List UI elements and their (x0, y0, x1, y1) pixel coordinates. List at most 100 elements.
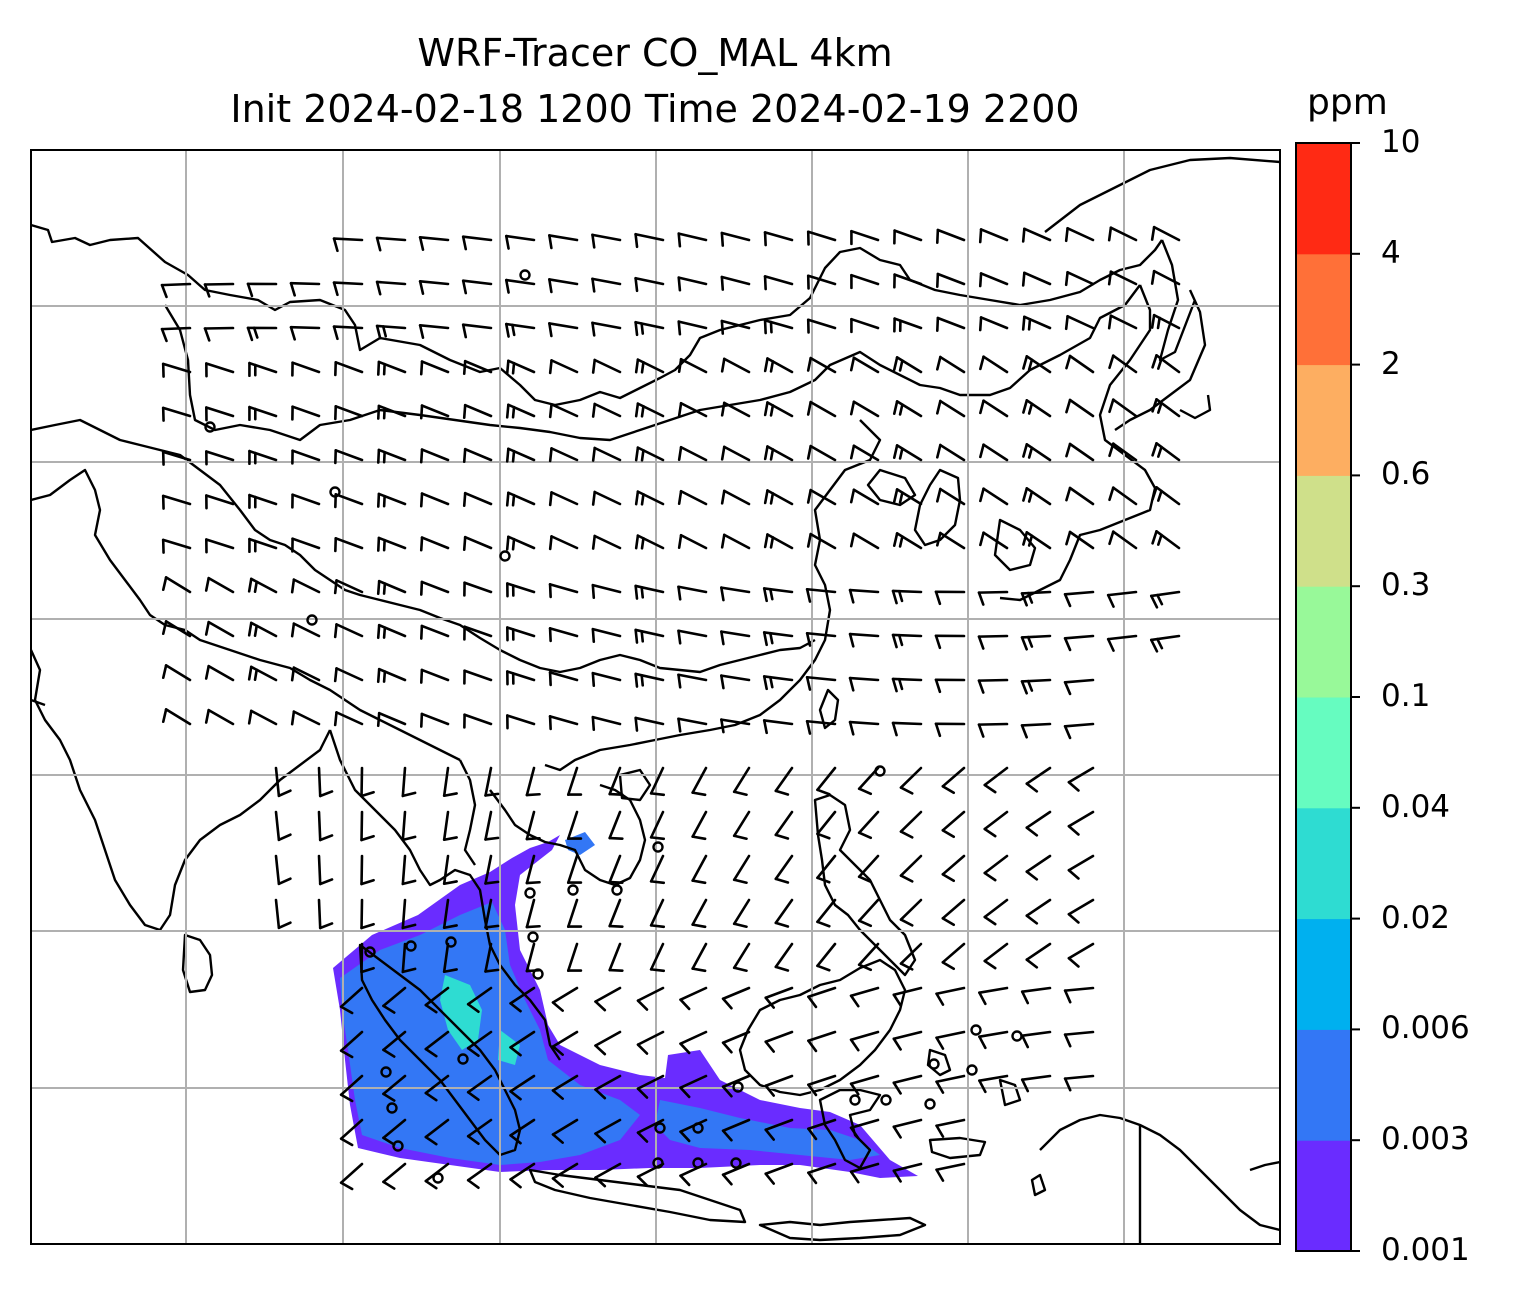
wind-barb-10 (763, 231, 794, 247)
wind-barb-158 (936, 487, 966, 506)
wind-barb-36 (850, 273, 880, 290)
wind-barb-460 (892, 1162, 923, 1183)
wind-barb-261 (290, 710, 321, 726)
wind-barb-54 (591, 321, 622, 337)
map-area (31, 150, 1280, 1244)
wind-barb-435 (466, 1118, 493, 1145)
wind-barb-183 (979, 531, 1009, 550)
wind-barb-424 (764, 1074, 794, 1097)
wind-barb-52 (504, 322, 536, 338)
wind-barb-373 (899, 942, 923, 971)
wind-barb-190 (247, 577, 278, 594)
wind-barb-156 (849, 488, 880, 506)
wind-barb-258 (161, 708, 192, 726)
wind-barb-310 (691, 810, 708, 841)
wind-barb-459 (849, 1162, 880, 1184)
wind-barb-155 (806, 488, 837, 506)
wind-barb-277 (977, 722, 1009, 738)
wind-barb-377 (1067, 942, 1095, 968)
coastline-0 (31, 223, 1163, 407)
wind-barb-66 (1107, 314, 1138, 330)
wind-barb-35 (806, 274, 837, 290)
wind-barb-259 (204, 708, 235, 726)
wind-barb-221 (548, 627, 579, 643)
wind-barb-329 (649, 854, 666, 885)
wind-barb-84 (849, 356, 880, 374)
wind-barb-283 (401, 766, 417, 798)
wind-barb-415 (382, 1074, 407, 1102)
wind-barb-176 (677, 533, 708, 550)
wind-barb-445 (892, 1118, 923, 1139)
wind-barb-206 (934, 590, 966, 606)
wind-barb-384 (594, 986, 622, 1012)
calm-wind-circle-10 (527, 931, 539, 943)
wind-barb-46 (246, 326, 278, 342)
wind-barb-85 (892, 356, 923, 374)
wind-barb-137 (1065, 442, 1095, 462)
wind-barb-207 (977, 590, 1009, 606)
calm-wind-circle-5 (874, 765, 886, 777)
wind-barb-311 (732, 810, 751, 841)
wind-barb-217 (376, 623, 407, 640)
wind-barb-457 (764, 1162, 794, 1185)
wind-barb-352 (774, 898, 794, 928)
wind-barb-182 (936, 531, 966, 550)
wind-barb-89 (1065, 354, 1095, 374)
wind-barb-271 (720, 718, 751, 734)
wind-barb-220 (506, 626, 536, 642)
wind-barb-273 (805, 719, 837, 735)
wind-barb-420 (594, 1074, 622, 1100)
wind-barb-203 (805, 587, 837, 603)
calm-wind-circle-21 (386, 1102, 398, 1114)
wind-barb-245 (548, 671, 579, 687)
wind-barb-325 (484, 854, 500, 885)
wind-barb-342 (360, 898, 375, 930)
wind-barb-232 (1020, 634, 1052, 651)
wind-barb-260 (247, 709, 278, 726)
wind-barb-242 (419, 668, 450, 684)
wind-barb-149 (548, 491, 579, 507)
wind-barb-417 (466, 1074, 493, 1101)
colorbar-tick-label-3: 0.02 (1381, 899, 1451, 936)
wind-barb-252 (848, 676, 880, 692)
wind-barb-63 (978, 316, 1009, 332)
wind-barb-83 (806, 356, 837, 374)
wind-barb-219 (463, 625, 493, 641)
wind-barb-165 (205, 538, 235, 554)
wind-barb-72 (334, 361, 364, 377)
wind-barb-26 (418, 280, 450, 295)
wind-barb-25 (375, 280, 407, 296)
wind-barb-94 (248, 405, 278, 422)
wind-barb-118 (248, 449, 278, 466)
wind-barb-276 (934, 722, 966, 738)
wind-barb-319 (1067, 810, 1095, 836)
wind-barb-178 (763, 533, 794, 550)
wind-barb-9 (720, 231, 751, 247)
wind-barb-368 (691, 942, 708, 973)
wind-barb-296 (941, 766, 966, 795)
wind-barb-81 (720, 357, 751, 374)
wind-barb-396 (339, 1030, 364, 1059)
wind-barb-163 (1151, 486, 1181, 506)
wind-barb-51 (461, 323, 493, 339)
wind-barb-275 (891, 721, 923, 737)
wind-barb-374 (941, 942, 966, 971)
wind-barb-447 (339, 1162, 364, 1191)
wind-barb-291 (732, 766, 751, 797)
wind-barb-401 (551, 1030, 579, 1056)
wind-barb-394 (1020, 986, 1052, 1005)
wind-barb-298 (1025, 766, 1052, 793)
wind-barb-450 (466, 1162, 493, 1189)
colorbar-segment-4 (1296, 697, 1351, 809)
wind-barb-108 (849, 400, 880, 418)
wind-barb-236 (161, 664, 192, 682)
wind-barb-88 (1022, 355, 1052, 374)
wind-barb-75 (462, 359, 493, 376)
wind-barb-218 (419, 624, 450, 640)
wind-barb-159 (979, 487, 1009, 506)
wind-barb-327 (566, 854, 583, 884)
wind-barb-58 (763, 319, 794, 335)
calm-wind-circle-17 (380, 1066, 392, 1078)
wind-barb-350 (691, 898, 708, 929)
